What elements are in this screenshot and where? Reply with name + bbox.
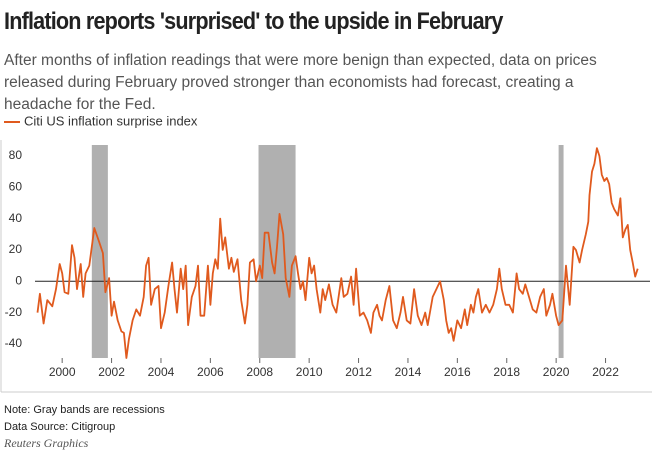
x-tick-label: 2010 [296, 365, 323, 379]
x-tick-label: 2008 [246, 365, 273, 379]
recession-band [91, 145, 108, 358]
y-tick-label: 40 [9, 211, 23, 225]
x-tick-label: 2016 [444, 365, 471, 379]
x-tick-label: 2022 [592, 365, 619, 379]
source: Data Source: Citigroup [4, 421, 115, 433]
y-tick-label: 60 [9, 179, 23, 193]
recession-band [558, 145, 564, 358]
x-tick-label: 2004 [148, 365, 175, 379]
chart-subtitle: After months of inflation readings that … [4, 52, 597, 113]
note: Note: Gray bands are recessions [4, 404, 165, 416]
x-tick-label: 2002 [98, 365, 125, 379]
x-tick-label: 2020 [543, 365, 570, 379]
series-line [36, 147, 639, 359]
y-tick-label: 80 [9, 148, 23, 162]
x-tick-label: 2018 [493, 365, 520, 379]
x-tick-label: 2012 [345, 365, 372, 379]
credit: Reuters Graphics [3, 436, 89, 450]
x-tick-label: 2006 [197, 365, 224, 379]
x-tick-label: 2014 [395, 365, 422, 379]
y-tick-label: 20 [9, 242, 23, 256]
chart-title: Inflation reports 'surprised' to the ups… [4, 8, 503, 35]
y-tick-label: -40 [5, 336, 23, 350]
y-tick-label: 0 [15, 273, 22, 287]
x-tick-label: 2000 [49, 365, 76, 379]
legend-label: Citi US inflation surprise index [24, 113, 198, 128]
y-tick-label: -20 [5, 305, 23, 319]
